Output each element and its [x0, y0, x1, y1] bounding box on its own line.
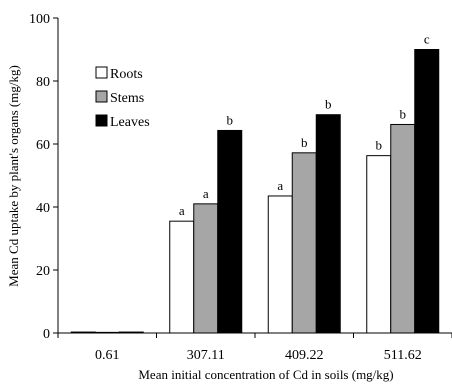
x-tick-label: 409.22	[285, 348, 324, 363]
legend-label-stems: Stems	[110, 91, 144, 106]
x-tick-label: 0.61	[95, 348, 120, 363]
significance-label: c	[424, 32, 430, 47]
y-tick-label: 100	[29, 12, 50, 27]
x-tick-label: 307.11	[187, 348, 225, 363]
y-tick-label: 20	[36, 264, 50, 279]
legend-swatch-leaves	[95, 114, 108, 127]
significance-label: b	[325, 97, 332, 112]
significance-label: b	[376, 138, 383, 153]
legend-label-roots: Roots	[110, 67, 143, 82]
bar-stems	[390, 123, 416, 334]
y-tick-label: 40	[36, 201, 50, 216]
bar-roots	[70, 331, 96, 334]
significance-label: b	[301, 135, 308, 150]
bar-stems	[193, 203, 219, 334]
legend-swatch-stems	[95, 90, 108, 103]
y-tick-label: 0	[43, 327, 50, 342]
significance-label: a	[277, 178, 283, 193]
bar-leaves	[315, 114, 341, 334]
bar-stems	[291, 152, 317, 334]
legend-swatch-roots	[95, 66, 108, 79]
bar-roots	[169, 220, 195, 334]
bar-stems	[94, 331, 120, 334]
significance-label: b	[227, 112, 234, 127]
bar-leaves	[217, 129, 243, 334]
bar-leaves	[414, 49, 440, 334]
x-tick-label: 511.62	[384, 348, 422, 363]
bar-roots	[366, 155, 392, 334]
legend-label-leaves: Leaves	[110, 115, 150, 130]
y-tick-label: 60	[36, 138, 50, 153]
y-axis-title: Mean Cd uptake by plant's organs (mg/kg)	[6, 65, 21, 287]
significance-label: a	[203, 186, 209, 201]
bar-leaves	[118, 331, 144, 334]
significance-label: a	[179, 203, 185, 218]
bar-roots	[267, 195, 293, 334]
significance-label: b	[400, 106, 407, 121]
y-tick-label: 80	[36, 75, 50, 90]
x-axis-title: Mean initial concentration of Cd in soil…	[138, 367, 393, 382]
